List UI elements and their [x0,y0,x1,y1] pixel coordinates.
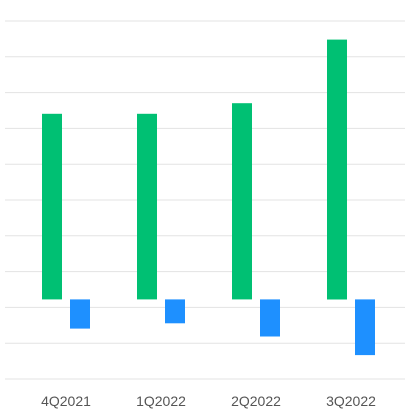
bar-1Q2022-series-2 [165,299,185,324]
x-tick-labels: 4Q2021 1Q2022 2Q2022 3Q2022 [41,393,376,409]
bars [42,39,375,356]
bar-3Q2022-series-2 [355,299,375,356]
bar-3Q2022-series-1 [327,39,347,300]
bar-4Q2021-series-1 [42,113,62,300]
bar-2Q2022-series-1 [232,103,252,300]
bar-1Q2022-series-1 [137,113,157,300]
bar-2Q2022-series-2 [260,299,280,337]
x-tick-label: 4Q2021 [41,393,91,409]
bar-4Q2021-series-2 [70,299,90,329]
x-tick-label: 2Q2022 [231,393,281,409]
x-tick-label: 1Q2022 [136,393,186,409]
x-tick-label: 3Q2022 [326,393,376,409]
